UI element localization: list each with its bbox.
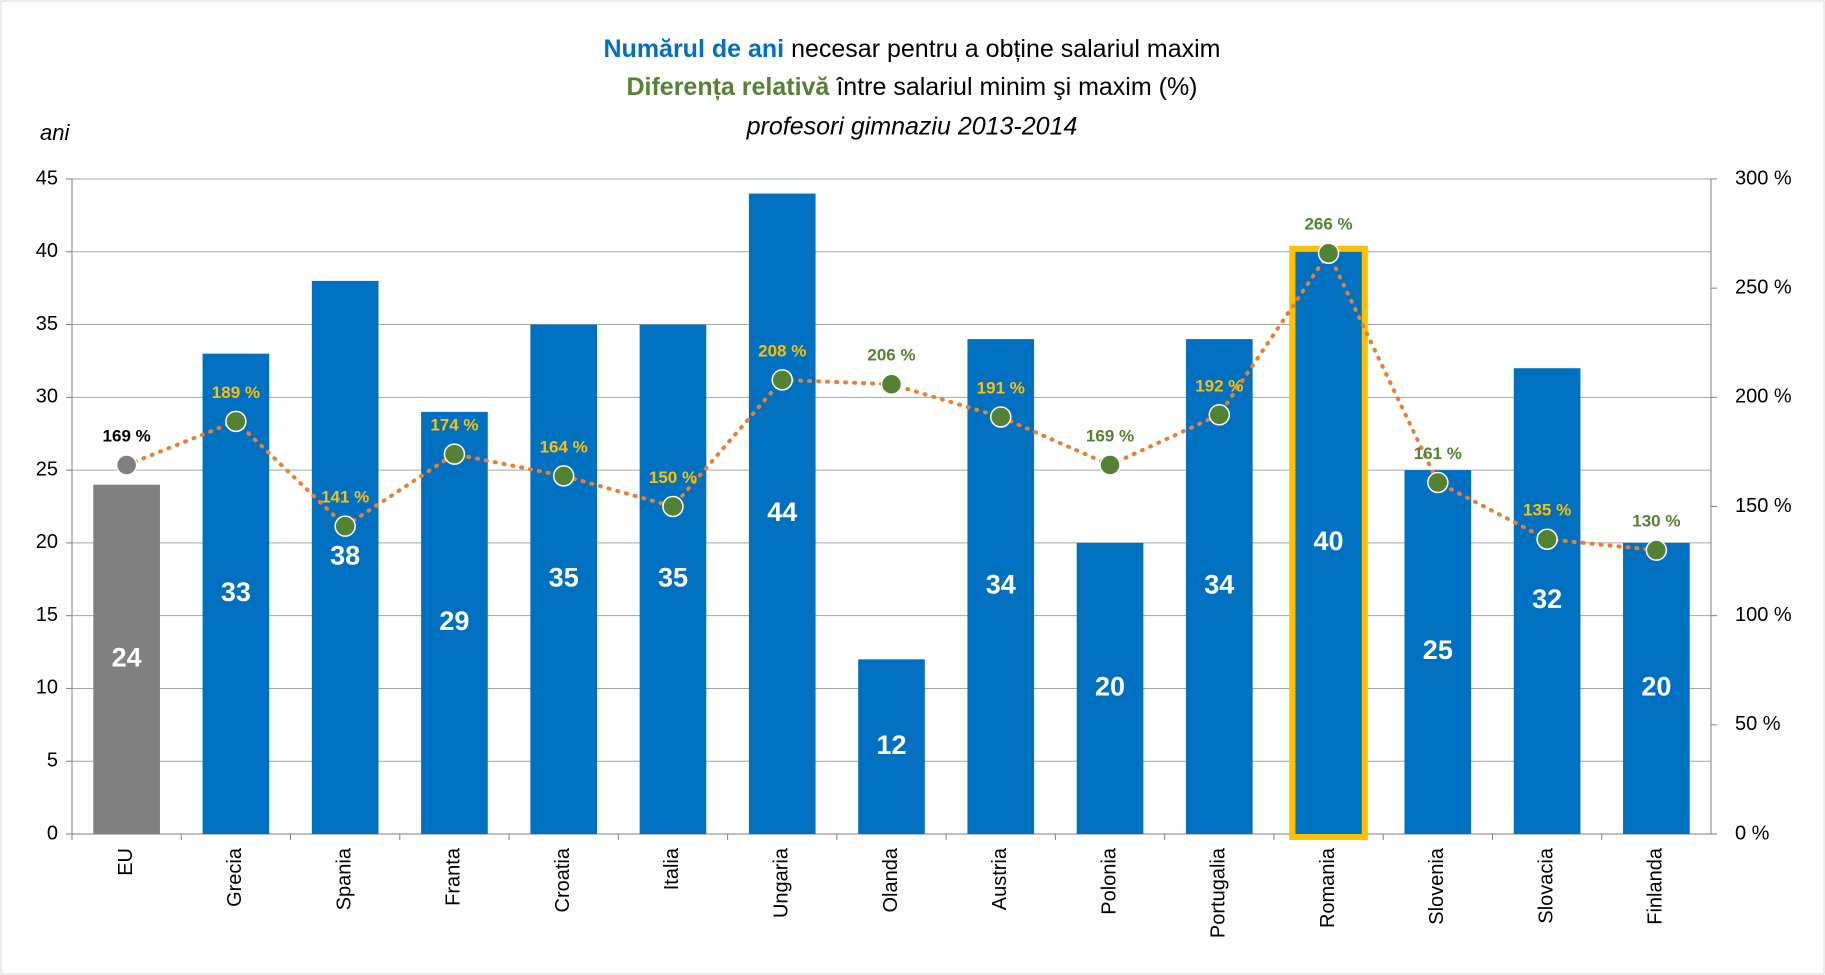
line-label: 266 % [1304, 215, 1352, 234]
line-marker [990, 406, 1012, 428]
x-tick-label: Grecia [224, 847, 246, 907]
y2-tick-label: 100 % [1735, 604, 1792, 626]
x-tick-label: Franta [443, 847, 465, 906]
y-tick-label: 20 [36, 531, 58, 553]
line-label: 150 % [649, 468, 697, 487]
line-label: 169 % [103, 427, 151, 446]
line-marker [1208, 404, 1231, 426]
bar-label: 34 [986, 570, 1016, 600]
y-tick-label: 45 [36, 167, 58, 189]
bar [530, 324, 598, 834]
bar-label: 34 [1204, 570, 1234, 600]
title-highlight: Numărul de ani [604, 35, 785, 63]
line-label: 191 % [977, 378, 1025, 397]
bar-label: 20 [1095, 672, 1125, 702]
line-marker [334, 515, 356, 537]
y-tick-label: 25 [36, 458, 58, 480]
bar-label: 29 [439, 606, 469, 636]
subtitle: profesori gimnaziu 2013-2014 [746, 113, 1078, 141]
bar [202, 353, 270, 834]
bar-label: 35 [658, 562, 688, 592]
x-tick-label: Spania [333, 847, 355, 910]
line-label: 189 % [212, 383, 260, 402]
line-label: 206 % [867, 346, 915, 365]
line-marker [1645, 539, 1668, 561]
x-tick-label: EU [115, 848, 137, 876]
line-marker [1536, 528, 1558, 550]
bar [311, 280, 379, 834]
bar [1076, 542, 1144, 834]
y-tick-label: 10 [36, 677, 58, 699]
line-marker [552, 465, 575, 487]
y-tick-label: 40 [36, 240, 58, 262]
line-marker [1099, 454, 1121, 476]
bar [639, 324, 707, 834]
y-tick-label: 15 [36, 604, 58, 626]
bar [1623, 542, 1690, 834]
line-label: 169 % [1086, 427, 1134, 446]
line-label: 174 % [430, 416, 478, 435]
bar-label: 35 [549, 562, 579, 592]
y-axis-label: ani [40, 120, 70, 145]
x-tick-label: Olanda [880, 847, 902, 912]
bar-label: 32 [1532, 584, 1562, 614]
y2-tick-label: 300 % [1735, 167, 1792, 189]
y2-tick-label: 200 % [1735, 386, 1792, 408]
line-marker [443, 443, 466, 465]
title-line2: Diferența relativă între salariul minim ş… [626, 73, 1197, 101]
x-tick-label: Italia [661, 847, 683, 890]
line-marker [1317, 242, 1340, 264]
x-tick-label: Finlanda [1645, 847, 1667, 925]
line-marker [662, 495, 684, 518]
x-tick-label: Ungaria [771, 847, 793, 918]
y2-tick-label: 0 % [1735, 822, 1770, 844]
title-line1: Numărul de ani necesar pentru a obține sa… [604, 35, 1221, 63]
bar [421, 411, 488, 834]
line-marker [880, 373, 903, 395]
x-tick-label: Portugalia [1208, 847, 1230, 938]
title-text: între salariul minim şi maxim (%) [835, 73, 1197, 101]
line-label: 161 % [1414, 444, 1462, 463]
line-label: 141 % [321, 488, 369, 507]
bar [1404, 470, 1472, 834]
x-tick-label: Romania [1317, 847, 1339, 928]
bar-label: 33 [221, 577, 251, 607]
y-tick-label: 5 [47, 750, 58, 772]
line-marker [1427, 471, 1449, 494]
line-label: 135 % [1523, 501, 1571, 520]
y-tick-label: 30 [36, 386, 58, 408]
bar-label: 24 [112, 642, 142, 672]
bar-label: 25 [1423, 635, 1453, 665]
y2-tick-label: 250 % [1735, 276, 1792, 298]
y-tick-label: 0 [47, 822, 58, 844]
bar [93, 484, 160, 834]
line-label: 208 % [758, 341, 806, 360]
bar [748, 193, 816, 835]
title-highlight: Diferența relativă [626, 73, 830, 101]
line-label: 164 % [540, 437, 588, 456]
bar [1513, 368, 1581, 834]
line-marker [115, 454, 138, 476]
bar-label: 44 [767, 497, 797, 527]
line-marker [771, 369, 793, 391]
bar-label: 40 [1314, 526, 1344, 556]
bar-label: 20 [1641, 672, 1671, 702]
bar-label: 12 [876, 730, 906, 760]
title-text: necesar pentru a obține salariul maxim [791, 35, 1220, 63]
x-tick-label: Croatia [552, 847, 574, 912]
line-label: 130 % [1632, 512, 1680, 531]
bar [858, 659, 925, 834]
x-tick-label: Slovenia [1426, 847, 1448, 925]
x-tick-label: Slovacia [1535, 847, 1557, 923]
y-tick-label: 35 [36, 313, 58, 335]
x-tick-label: Polonia [1098, 847, 1120, 915]
line-marker [225, 410, 247, 433]
y2-tick-label: 50 % [1735, 713, 1781, 735]
y2-tick-label: 150 % [1735, 495, 1792, 517]
x-tick-label: Austria [989, 847, 1011, 910]
bar [1295, 251, 1362, 834]
line-label: 192 % [1195, 376, 1243, 395]
bar-label: 38 [330, 541, 360, 571]
